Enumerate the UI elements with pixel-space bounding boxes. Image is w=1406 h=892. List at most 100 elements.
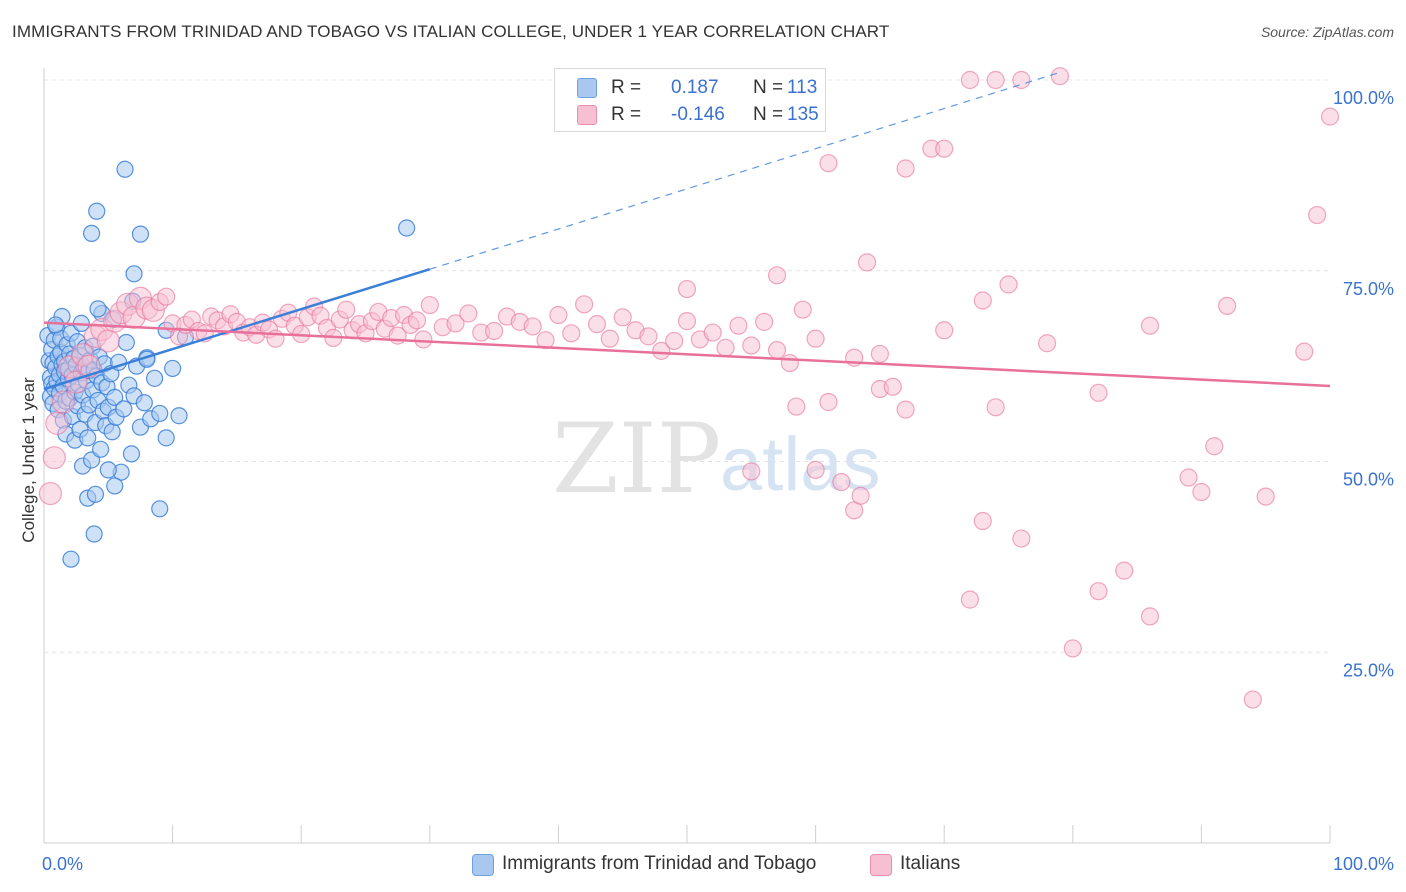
data-point-trinidad <box>131 225 150 243</box>
data-point-italians <box>1012 70 1031 90</box>
data-point-italians <box>767 266 787 285</box>
data-point-italians <box>1089 582 1108 601</box>
watermark-zip: ZIP <box>552 403 721 515</box>
data-point-italians <box>999 275 1018 294</box>
data-point-italians <box>77 354 101 378</box>
data-point-trinidad <box>46 316 65 334</box>
data-point-trinidad <box>151 500 169 518</box>
trend-line-trinidad-extension <box>429 71 1061 270</box>
data-point-italians <box>96 329 120 353</box>
data-point-italians <box>639 327 658 346</box>
data-point-trinidad <box>398 219 416 237</box>
data-point-trinidad <box>106 388 124 407</box>
data-point-italians <box>420 295 439 315</box>
data-point-trinidad <box>151 404 169 423</box>
data-point-italians <box>337 300 356 319</box>
data-point-trinidad <box>106 477 124 495</box>
data-point-trinidad <box>164 359 182 378</box>
data-point-italians <box>986 398 1005 417</box>
trend-lines <box>43 71 1331 391</box>
source-label: Source: ZipAtlas.com <box>1260 24 1394 40</box>
legend-label: Italians <box>900 853 961 874</box>
data-point-italians <box>1218 296 1237 315</box>
data-point-italians <box>523 317 542 336</box>
y-tick-label: 100.0% <box>1333 88 1394 108</box>
data-point-italians <box>157 287 176 306</box>
data-point-italians <box>613 308 632 327</box>
data-point-italians <box>819 154 838 173</box>
data-point-italians <box>600 329 619 348</box>
data-point-trinidad <box>103 423 121 441</box>
data-point-italians <box>1243 690 1262 709</box>
data-point-italians <box>665 331 684 351</box>
data-point-italians <box>587 315 607 334</box>
data-point-trinidad <box>85 525 103 543</box>
data-point-trinidad <box>88 202 106 220</box>
data-point-trinidad <box>82 224 101 242</box>
data-point-italians <box>562 324 581 343</box>
chart-title: IMMIGRANTS FROM TRINIDAD AND TOBAGO VS I… <box>12 22 890 41</box>
legend-swatch-pink <box>870 854 892 876</box>
data-point-trinidad <box>125 265 143 283</box>
data-point-trinidad <box>62 550 80 568</box>
data-point-italians <box>755 312 774 331</box>
legend-swatch-blue <box>472 854 494 876</box>
data-point-trinidad <box>122 445 141 463</box>
data-point-italians <box>51 390 75 414</box>
x-tick-label: 100.0% <box>1333 854 1394 874</box>
data-point-italians <box>806 329 825 348</box>
data-point-trinidad <box>99 461 117 479</box>
stats-r-label: R = <box>611 104 642 125</box>
data-point-italians <box>459 304 478 323</box>
data-point-italians <box>729 316 748 335</box>
grid-lines <box>44 79 1330 653</box>
y-tick-label: 50.0% <box>1343 470 1394 490</box>
trend-line-trinidad <box>43 268 431 391</box>
data-point-italians <box>414 330 433 349</box>
y-tick-label: 75.0% <box>1343 279 1394 299</box>
data-point-italians <box>1037 334 1057 353</box>
data-point-italians <box>677 312 697 331</box>
data-point-italians <box>935 139 954 158</box>
series-pink-points <box>38 67 1340 709</box>
data-point-italians <box>703 323 722 342</box>
data-point-italians <box>973 291 992 310</box>
y-axis-label: College, Under 1 year <box>19 377 38 543</box>
data-point-italians <box>819 392 838 412</box>
data-point-trinidad <box>135 394 153 412</box>
y-tick-label: 25.0% <box>1343 660 1394 680</box>
data-point-italians <box>832 473 851 492</box>
x-tick-label: 0.0% <box>42 854 83 874</box>
data-point-trinidad <box>157 429 175 447</box>
data-point-italians <box>1063 639 1082 658</box>
data-point-italians <box>896 159 915 178</box>
legend-label: Immigrants from Trinidad and Tobago <box>502 853 817 874</box>
data-point-italians <box>1205 437 1224 456</box>
data-point-italians <box>806 460 825 479</box>
data-point-italians <box>1320 107 1340 126</box>
tick-labels: 25.0% 50.0% 75.0% 100.0% 0.0% 100.0% <box>42 88 1394 874</box>
data-point-italians <box>38 481 63 506</box>
data-point-italians <box>536 331 555 350</box>
data-point-italians <box>742 462 761 481</box>
data-point-italians <box>960 590 980 609</box>
stats-n-value: 113 <box>787 77 818 98</box>
data-point-trinidad <box>79 429 97 447</box>
data-point-trinidad <box>170 407 188 425</box>
data-point-italians <box>870 344 890 364</box>
data-point-italians <box>787 397 806 416</box>
data-point-italians <box>652 341 671 360</box>
data-point-italians <box>851 486 870 505</box>
data-point-trinidad <box>115 400 133 418</box>
stats-n-value: 135 <box>787 104 819 125</box>
data-point-italians <box>1089 383 1108 402</box>
data-point-italians <box>446 314 465 333</box>
data-point-italians <box>716 338 735 357</box>
data-point-italians <box>767 341 787 360</box>
stats-r-label: R = <box>611 77 642 98</box>
data-point-italians <box>1308 205 1327 225</box>
stats-r-value: -0.146 <box>671 104 725 125</box>
data-point-italians <box>1050 67 1070 86</box>
data-point-italians <box>575 295 594 314</box>
data-point-italians <box>45 411 69 435</box>
